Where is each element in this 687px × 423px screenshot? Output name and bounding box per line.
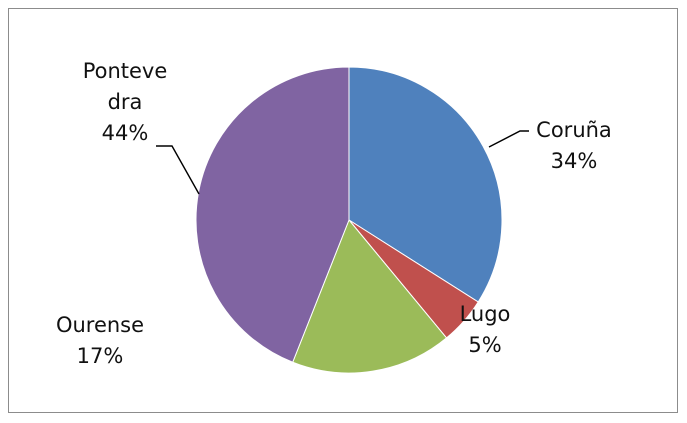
data-label-coruna-name: Coruña bbox=[536, 118, 612, 142]
data-label-lugo-percent: 5% bbox=[468, 333, 501, 357]
pie-slice-ourense bbox=[292, 219, 448, 374]
data-label-ourense-percent: 17% bbox=[77, 344, 124, 368]
leader-line-coruna bbox=[488, 130, 529, 148]
data-label-pontevedra-name-line1: Ponteve bbox=[83, 59, 168, 83]
data-label-pontevedra-percent: 44% bbox=[102, 121, 149, 145]
leader-lines bbox=[156, 130, 529, 195]
data-label-coruna-percent: 34% bbox=[551, 149, 598, 173]
pie-slice-ponteve-dra bbox=[195, 66, 350, 363]
data-label-lugo-name: Lugo bbox=[460, 302, 511, 326]
pie-slices bbox=[195, 66, 503, 374]
data-label-pontevedra-name-line2: dra bbox=[108, 90, 143, 114]
pie-slice-coru-a bbox=[348, 66, 503, 303]
leader-line-pontevedra bbox=[156, 145, 200, 195]
data-label-ourense-name: Ourense bbox=[56, 313, 144, 337]
